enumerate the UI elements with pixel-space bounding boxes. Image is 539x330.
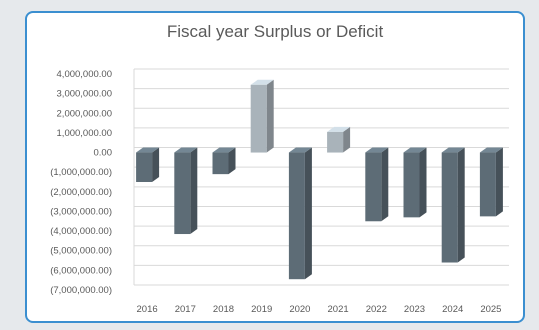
y-tick-label: 3,000,000.00 [57, 89, 112, 100]
bar-side [343, 126, 351, 153]
y-tick-label: 2,000,000.00 [57, 108, 112, 119]
x-tick-label: 2022 [366, 304, 387, 315]
bar-side [457, 147, 465, 263]
bar-side [381, 147, 389, 222]
bar-chart: 4,000,000.00 3,000,000.00 2,000,000.00 1,00… [50, 68, 509, 315]
bar-top [479, 147, 503, 153]
bar-side [228, 147, 236, 175]
bar [136, 152, 153, 182]
bar-top [288, 147, 312, 153]
bar [174, 152, 191, 235]
chart-frame: Fiscal year Surplus or Deficit 4,000,000… [25, 11, 525, 323]
bar [365, 152, 382, 222]
y-tick-label: 0.00 [94, 148, 113, 159]
bar-top [136, 147, 160, 153]
bar-side [152, 147, 160, 182]
x-tick-label: 2018 [213, 304, 234, 315]
bar [327, 131, 344, 153]
bar-top [327, 126, 351, 132]
bar-side [495, 147, 503, 217]
bar [441, 152, 458, 263]
x-tick-label: 2020 [289, 304, 310, 315]
bar [479, 152, 496, 217]
x-tick-label: 2024 [442, 304, 463, 315]
bar-side [266, 79, 274, 153]
x-tick-label: 2021 [328, 304, 349, 315]
x-tick-label: 2016 [137, 304, 158, 315]
bar [212, 152, 229, 175]
x-tick-label: 2023 [404, 304, 425, 315]
y-tick-label: (7,000,000.00) [50, 285, 112, 296]
bar-top [441, 147, 465, 153]
y-tick-label: (1,000,000.00) [50, 167, 112, 178]
y-tick-label: (3,000,000.00) [50, 206, 112, 217]
bar-top [403, 147, 427, 153]
y-tick-label: 4,000,000.00 [57, 69, 112, 80]
bar [403, 152, 420, 218]
bar [288, 152, 305, 280]
y-tick-label: (4,000,000.00) [50, 226, 112, 237]
y-tick-label: (6,000,000.00) [50, 265, 112, 276]
y-tick-label: 1,000,000.00 [57, 128, 112, 139]
x-tick-label: 2025 [480, 304, 501, 315]
bar-top [212, 147, 236, 153]
bar-top [174, 147, 198, 153]
bar-side [304, 147, 312, 280]
bar [250, 84, 267, 153]
bar-side [419, 147, 427, 218]
chart-title: Fiscal year Surplus or Deficit [166, 22, 384, 41]
bar-top [365, 147, 389, 153]
x-tick-label: 2017 [175, 304, 196, 315]
y-tick-label: (5,000,000.00) [50, 246, 112, 257]
y-tick-label: (2,000,000.00) [50, 187, 112, 198]
bar-side [190, 147, 198, 235]
bar-top [250, 79, 274, 85]
x-tick-label: 2019 [251, 304, 272, 315]
